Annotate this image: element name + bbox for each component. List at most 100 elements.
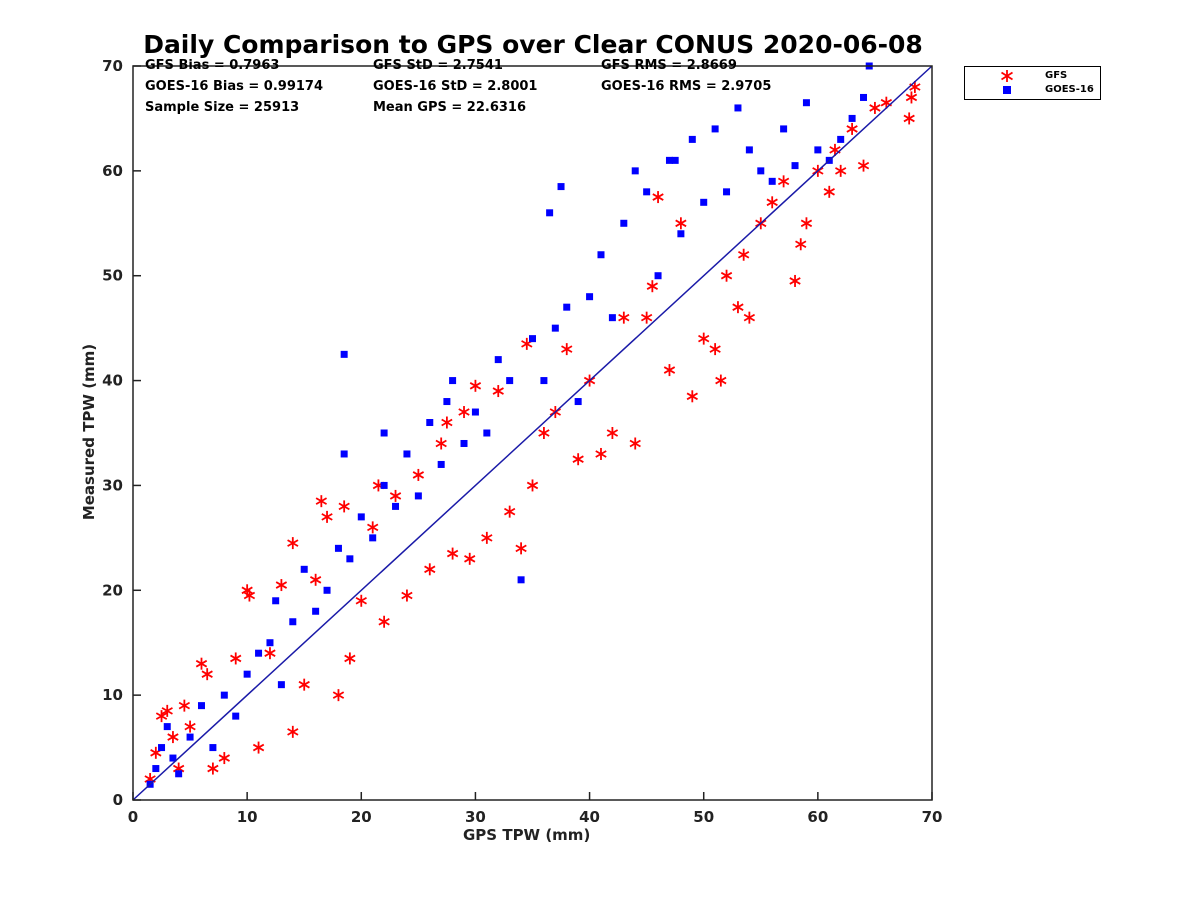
goes16-point (665, 156, 673, 164)
goes16-point (700, 198, 708, 206)
stat-gfs-rms: GFS RMS = 2.8669 (601, 58, 737, 73)
x-tick-label: 70 (922, 808, 943, 826)
gfs-point (287, 537, 299, 550)
goes16-point (745, 146, 753, 154)
goes16-point (266, 639, 274, 647)
goes16-point (277, 681, 285, 689)
gfs-point (595, 447, 607, 460)
axes-frame (132, 65, 933, 801)
goes16-point (471, 408, 479, 416)
gfs-point (675, 217, 687, 230)
goes16-point (654, 272, 662, 280)
gfs-point (378, 615, 390, 628)
gfs-point (869, 101, 881, 114)
x-tick-label: 60 (807, 808, 828, 826)
x-tick-label: 40 (579, 808, 600, 826)
gfs-point (492, 385, 504, 398)
gfs-point (446, 547, 459, 560)
gfs-point (321, 510, 333, 523)
goes16-point (426, 419, 434, 427)
goes16-point (688, 135, 696, 143)
gfs-point (230, 652, 242, 665)
gfs-point (389, 489, 402, 502)
y-tick-label: 0 (113, 791, 123, 809)
x-tick-label: 30 (465, 808, 486, 826)
gfs-point (905, 91, 918, 104)
gfs-point (715, 374, 727, 387)
gfs-point (401, 589, 413, 602)
goes16-point (209, 744, 217, 752)
goes16-point (340, 350, 348, 358)
goes16-point (340, 450, 348, 458)
stat-mean-gps: Mean GPS = 22.6316 (373, 100, 527, 115)
gfs-point (572, 453, 584, 466)
goes16-point (158, 744, 166, 752)
gfs-point (315, 495, 328, 508)
y-tick-label: 70 (102, 57, 123, 75)
goes16-point (608, 314, 616, 322)
gfs-point (515, 542, 527, 555)
y-tick-label: 50 (102, 267, 123, 285)
gfs-point (903, 112, 915, 125)
goes16-point (586, 293, 594, 301)
gfs-point (355, 594, 367, 607)
goes16-point (220, 691, 228, 699)
goes16-point (186, 733, 194, 741)
gfs-point (178, 699, 191, 712)
goes16-point (357, 513, 365, 521)
goes16-point (677, 230, 685, 238)
gfs-point (264, 647, 276, 660)
gfs-point (698, 332, 710, 345)
goes16-point (483, 429, 491, 437)
goes16-point (255, 649, 263, 657)
goes16-point (848, 114, 856, 122)
goes16-point (551, 324, 559, 332)
goes16-point (346, 555, 354, 563)
y-tick-label: 40 (102, 372, 123, 390)
goes16-point (814, 146, 822, 154)
chart-title: Daily Comparison to GPS over Clear CONUS… (143, 30, 923, 59)
gfs-point (789, 274, 801, 287)
goes16-point (152, 765, 160, 773)
gfs-point (207, 762, 219, 775)
goes16-point (380, 481, 388, 489)
gfs-point (424, 563, 436, 576)
gfs-point (412, 468, 425, 481)
gfs-point (618, 311, 630, 324)
gfs-point (709, 343, 721, 356)
goes16-point (757, 167, 765, 175)
goes16-point (546, 209, 554, 217)
gfs-point (795, 238, 807, 251)
gfs-point (344, 652, 356, 665)
y-tick-label: 10 (102, 686, 123, 704)
gfs-point (640, 311, 653, 324)
gfs-point (663, 364, 676, 377)
goes16-point (437, 460, 445, 468)
goes16-point (232, 712, 240, 720)
gfs-point (161, 704, 173, 717)
goes16-point (443, 398, 451, 406)
gfs-point (367, 521, 379, 534)
gfs-point (823, 185, 835, 198)
goes16-point (380, 429, 388, 437)
gfs-point (561, 343, 573, 356)
x-tick-label: 50 (693, 808, 714, 826)
gfs-point (504, 505, 516, 518)
goes16-point (860, 93, 868, 101)
goes16-point (323, 586, 331, 594)
gfs-point (298, 678, 310, 691)
goes16-point (169, 754, 177, 762)
goes16-point (620, 219, 628, 227)
x-tick-label: 20 (351, 808, 372, 826)
x-axis-ticks: 0 10 20 30 40 50 60 70 (128, 792, 943, 826)
gfs-point (880, 96, 893, 109)
gfs-point (458, 406, 470, 419)
gfs-point (201, 668, 213, 681)
stat-goes16-bias: GOES-16 Bias = 0.99174 (145, 79, 324, 94)
goes16-point (563, 303, 571, 311)
goes16-point (791, 162, 799, 170)
gfs-point (481, 531, 493, 544)
legend-label-goes16: GOES-16 (1045, 84, 1094, 95)
goes16-point (175, 770, 183, 778)
